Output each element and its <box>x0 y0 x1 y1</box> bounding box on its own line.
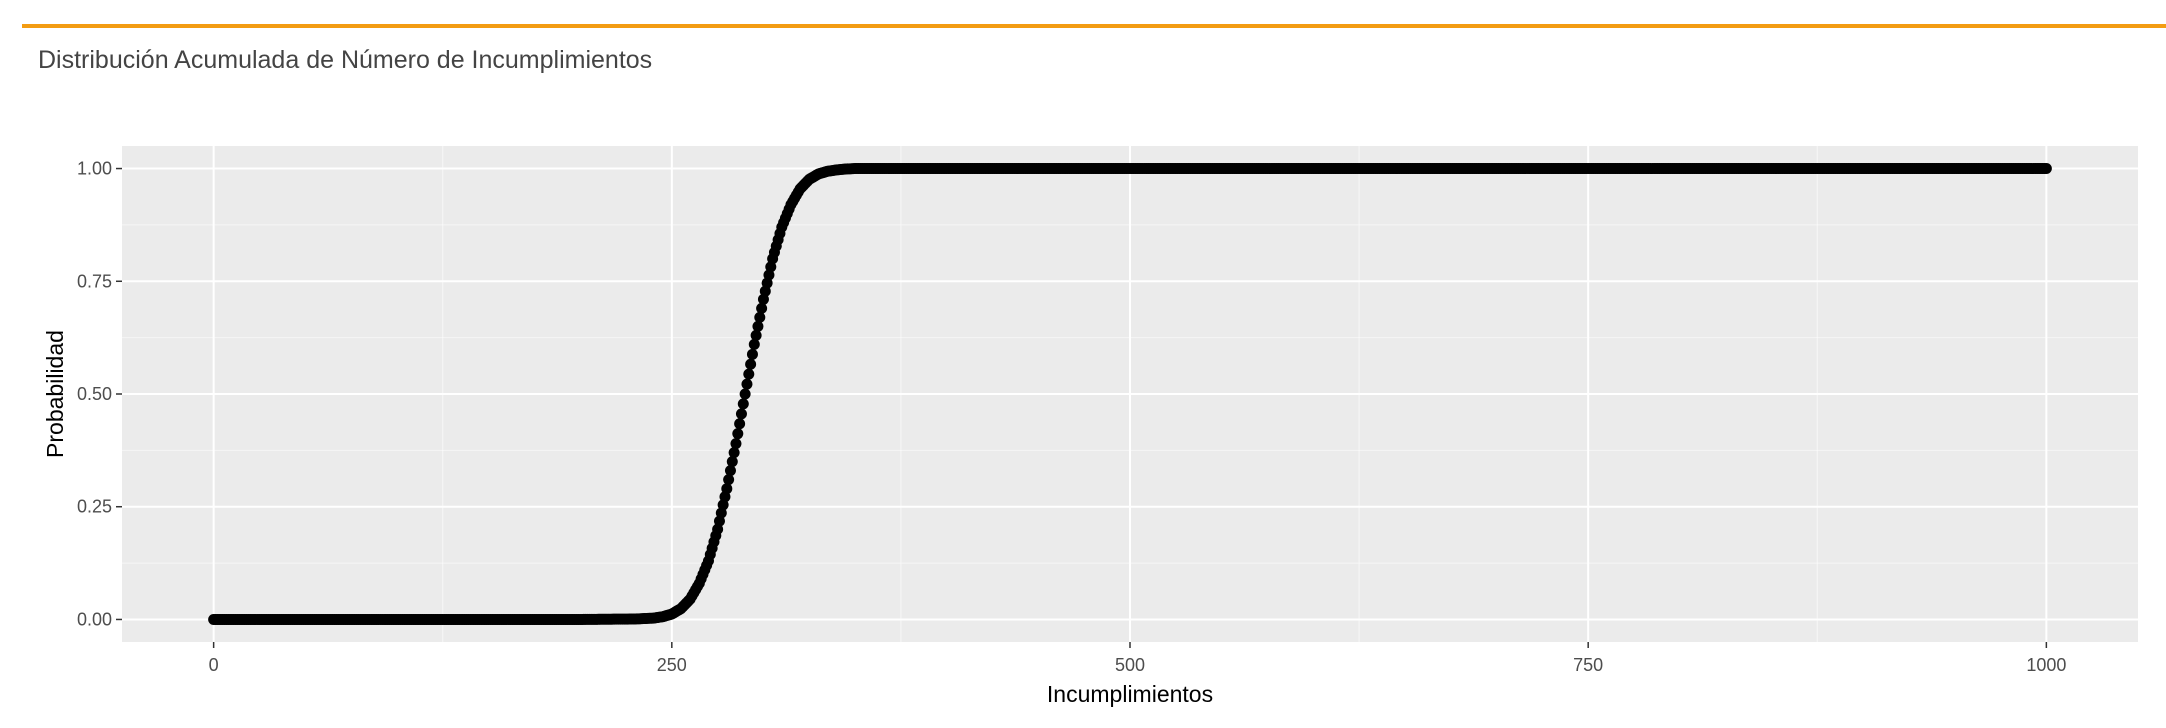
x-axis: 0 250 500 750 1000 <box>209 642 2066 675</box>
data-point <box>746 348 758 360</box>
data-point <box>2040 163 2052 175</box>
y-tick-label: 0.75 <box>77 271 112 291</box>
x-axis-title: Incumplimientos <box>1047 681 1213 707</box>
data-point <box>739 388 751 400</box>
data-point <box>734 418 746 430</box>
data-point <box>732 428 744 440</box>
data-point <box>745 358 757 370</box>
data-point <box>750 329 762 341</box>
data-point <box>726 456 738 468</box>
data-point <box>724 465 736 477</box>
data-point <box>730 438 742 450</box>
x-tick-label: 250 <box>657 655 687 675</box>
y-tick-label: 0.50 <box>77 384 112 404</box>
data-point <box>754 311 766 323</box>
x-tick-label: 1000 <box>2026 655 2066 675</box>
y-axis: 0.00 0.25 0.50 0.75 1.00 <box>77 159 122 629</box>
data-point <box>752 320 764 332</box>
data-point <box>737 398 749 410</box>
x-tick-label: 0 <box>209 655 219 675</box>
y-tick-label: 0.00 <box>77 609 112 629</box>
y-tick-label: 1.00 <box>77 159 112 179</box>
major-gridlines <box>122 146 2138 642</box>
panel-title: Distribución Acumulada de Número de Incu… <box>38 46 653 74</box>
data-point <box>748 338 760 350</box>
data-point <box>728 447 740 459</box>
data-point <box>743 368 755 380</box>
x-tick-label: 500 <box>1115 655 1145 675</box>
y-tick-label: 0.25 <box>77 497 112 517</box>
data-point <box>735 408 747 420</box>
data-point <box>721 483 733 495</box>
x-tick-label: 750 <box>1573 655 1603 675</box>
data-point <box>723 474 735 486</box>
data-point <box>741 378 753 390</box>
data-points <box>208 163 2052 625</box>
data-point <box>756 302 768 314</box>
y-axis-title: Probabilidad <box>42 330 68 458</box>
